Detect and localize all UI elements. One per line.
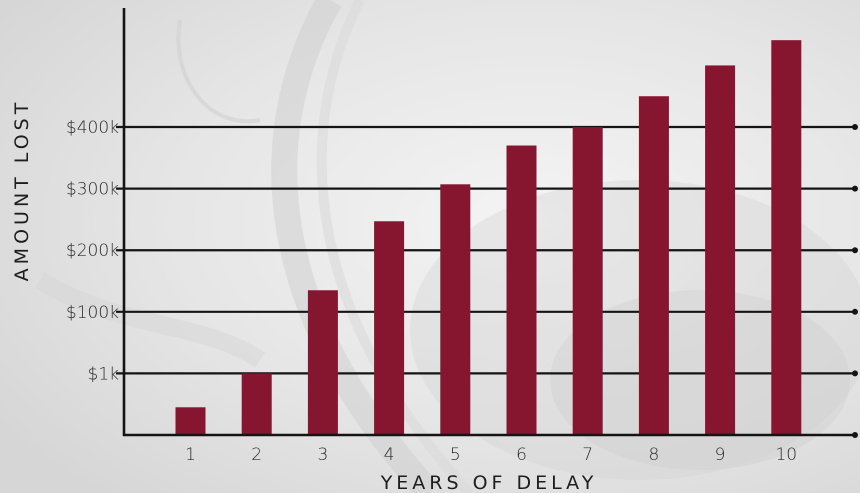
x-tick-label: 10 (775, 445, 797, 465)
x-tick-label: 4 (384, 445, 395, 465)
gridline-end-dot (852, 185, 858, 192)
x-tick-label: 5 (450, 445, 461, 465)
bar-1 (175, 407, 206, 435)
axes (122, 8, 858, 438)
bar-8 (638, 96, 669, 436)
bar-3 (307, 290, 338, 435)
y-tick-label: $1k (88, 364, 120, 384)
bars (175, 40, 802, 436)
bar-4 (374, 221, 405, 435)
x-tick-labels: 1 2 3 4 5 6 7 8 9 10 (185, 445, 797, 465)
x-tick-label: 9 (715, 445, 726, 465)
x-axis-end-dot (852, 432, 858, 438)
x-tick-label: 7 (582, 445, 593, 465)
bar-10 (771, 40, 802, 436)
x-tick-label: 1 (185, 445, 196, 465)
y-tick-label: $300k (66, 180, 119, 200)
bar-7 (572, 127, 603, 435)
bar-2 (241, 373, 272, 435)
bar-9 (705, 65, 736, 435)
bar-6 (506, 145, 537, 435)
x-tick-label: 2 (251, 445, 262, 465)
gridline-end-dot (852, 308, 858, 315)
y-tick-labels: $1k $100k $200k $300k $400k (66, 118, 119, 384)
gridline-end-dot (852, 370, 858, 377)
x-axis-title: YEARS OF DELAY (380, 472, 598, 493)
x-tick-label: 6 (516, 445, 527, 465)
y-tick-label: $400k (66, 118, 119, 138)
gridline-end-dot (852, 247, 858, 254)
x-tick-label: 3 (317, 445, 328, 465)
y-axis-title: AMOUNT LOST (11, 99, 33, 282)
y-tick-label: $200k (66, 241, 119, 261)
gridline-end-dot (852, 124, 858, 131)
y-tick-label: $100k (66, 303, 119, 323)
bar-5 (440, 184, 471, 435)
x-tick-label: 8 (648, 445, 659, 465)
